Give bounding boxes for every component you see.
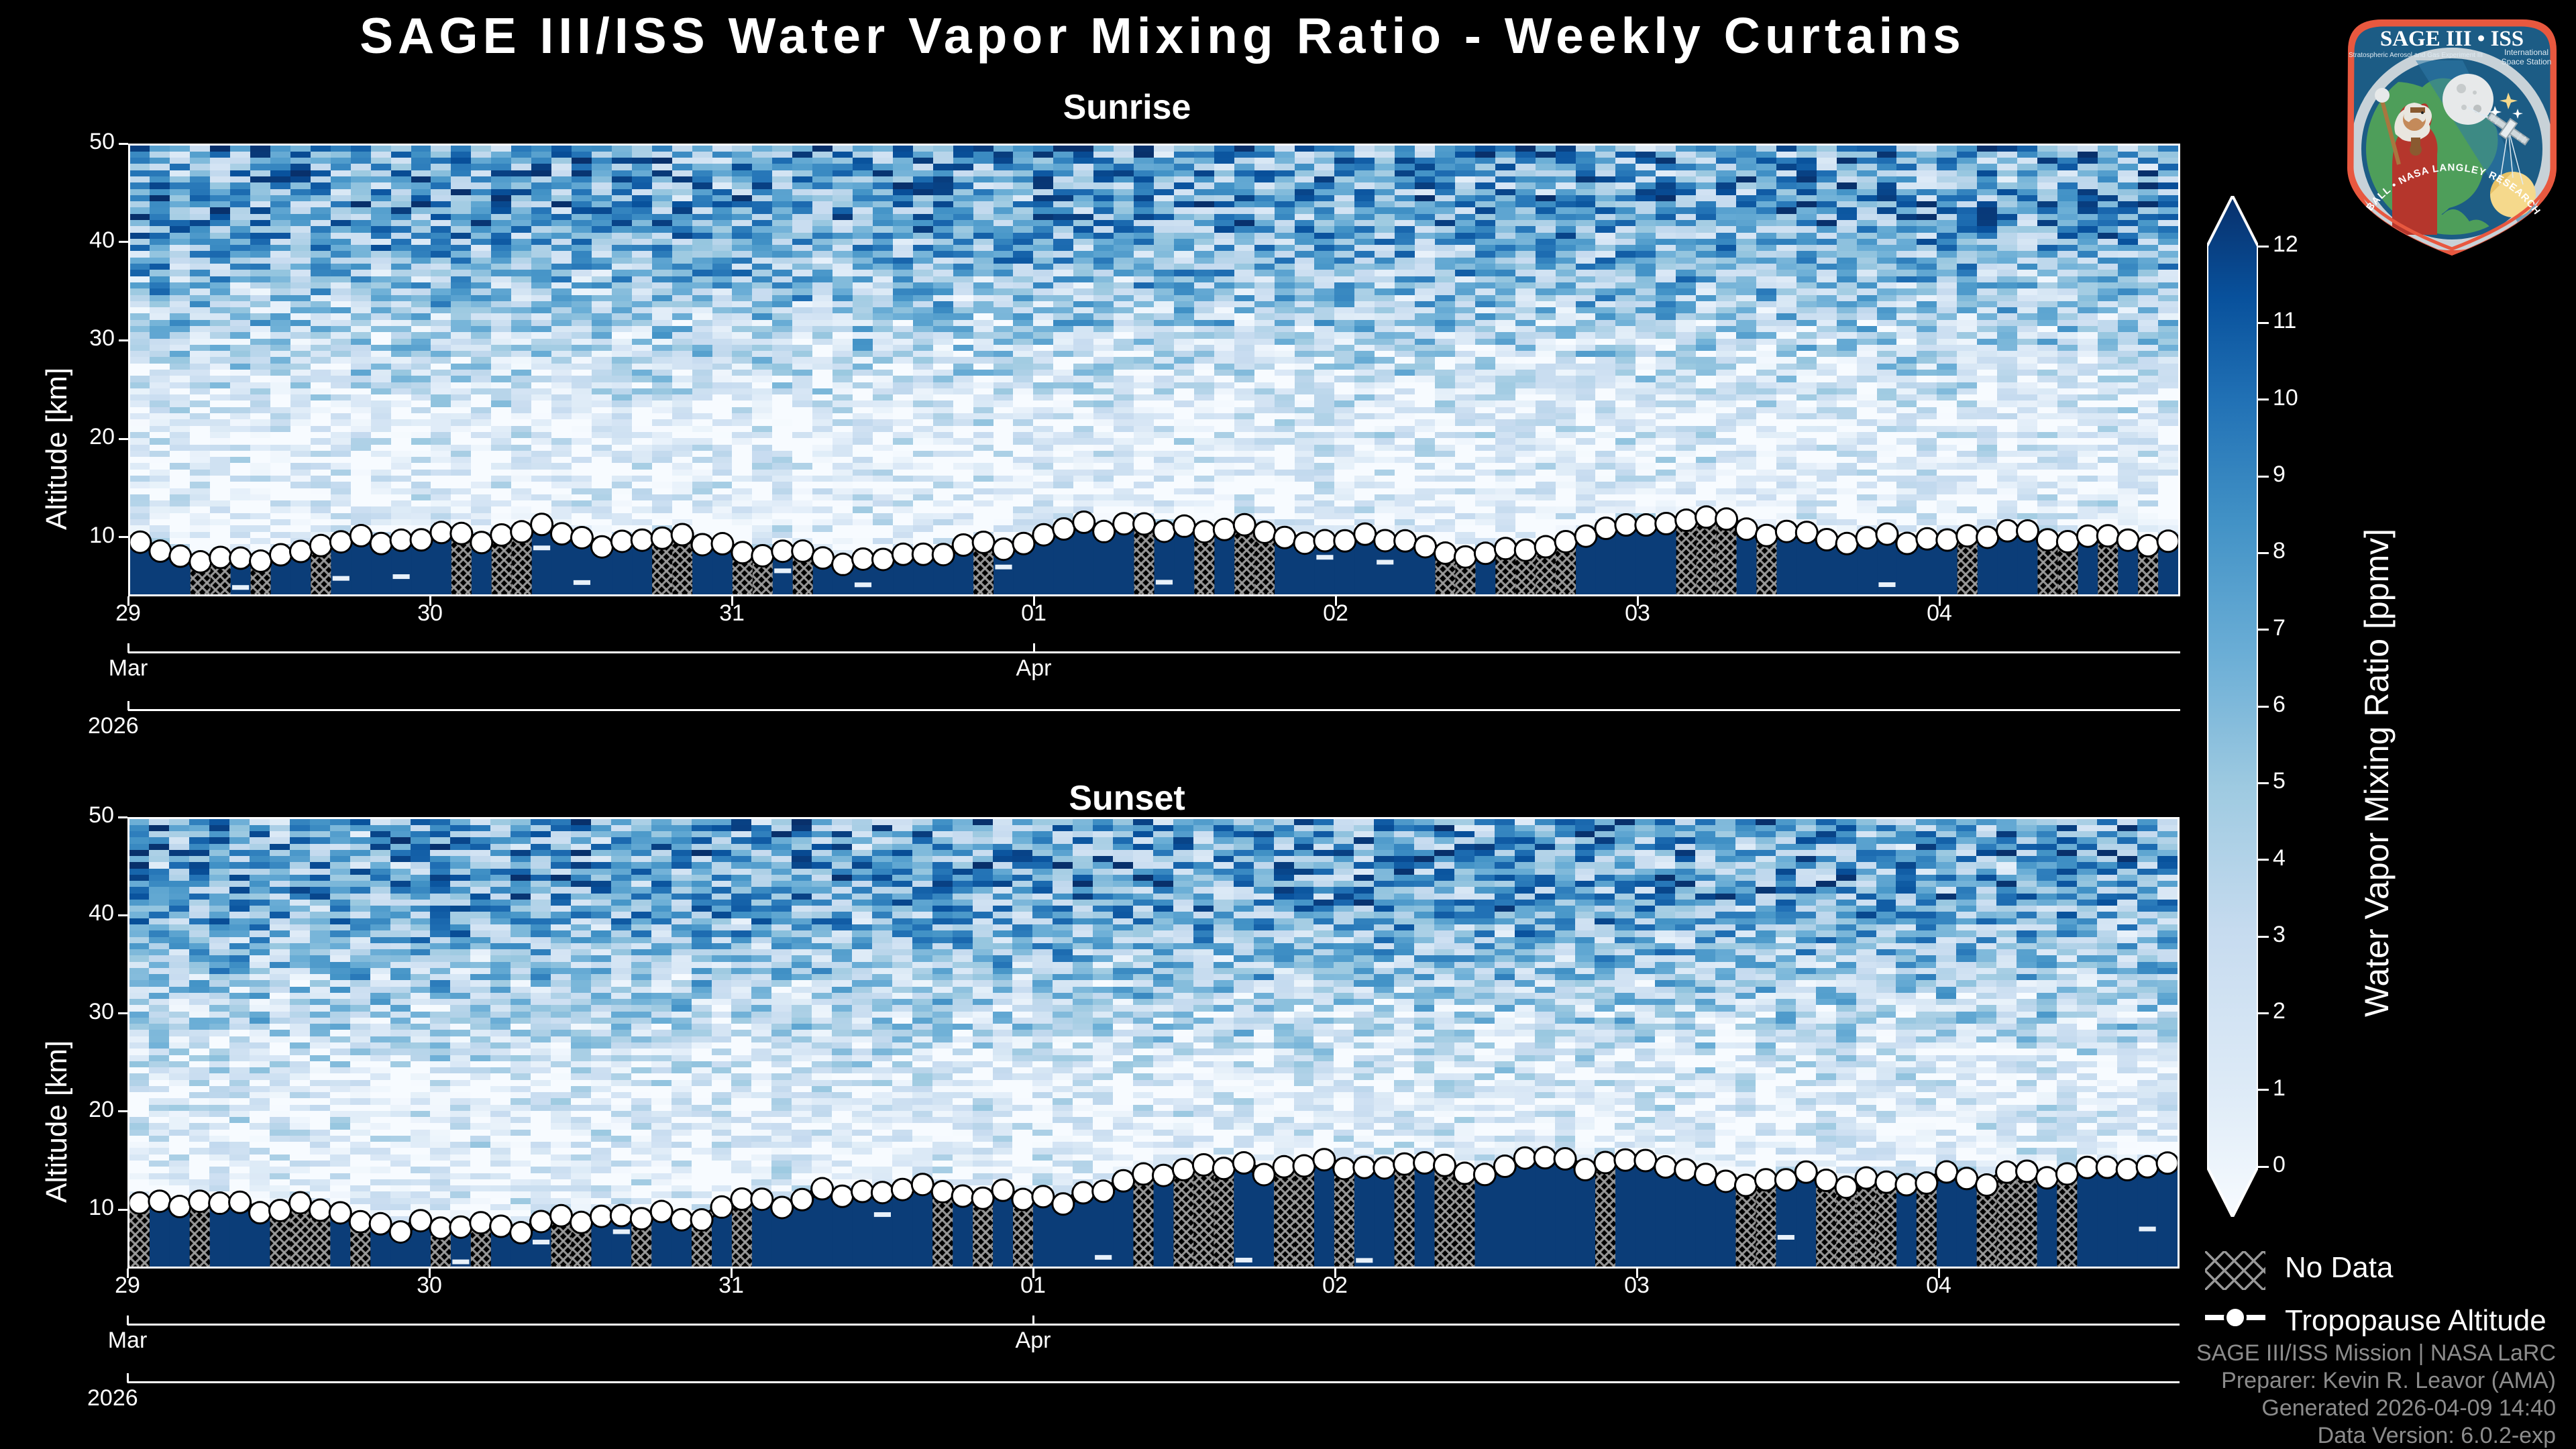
svg-text:Stratospheric Aerosol and Gas: Stratospheric Aerosol and Gas Experiment… bbox=[2349, 52, 2483, 59]
svg-text:International: International bbox=[2504, 48, 2548, 57]
svg-text:Space Station: Space Station bbox=[2502, 57, 2552, 66]
svg-text:SAGE III • ISS: SAGE III • ISS bbox=[2380, 27, 2524, 51]
